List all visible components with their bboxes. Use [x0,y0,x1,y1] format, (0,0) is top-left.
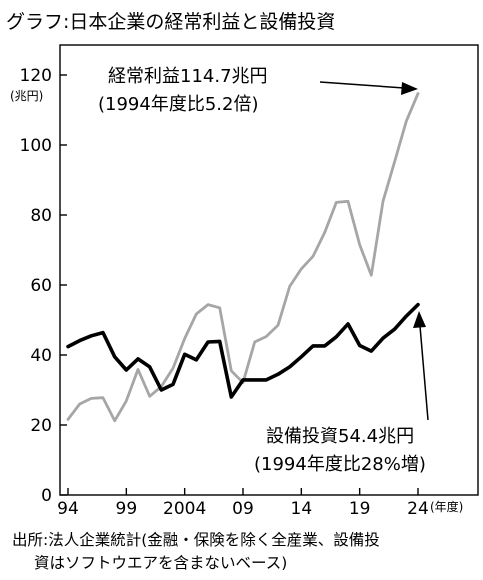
investment-line [66,302,420,399]
x-tick-label: 99 [116,499,138,519]
investment-arrow [419,325,429,421]
chart-title: グラフ:日本企業の経常利益と設備投資 [6,11,335,33]
y-tick-label: 0 [41,486,52,506]
y-tick-label: 80 [30,206,52,226]
investment-arrow-head [413,311,426,328]
x-unit-label: (年度) [430,499,463,514]
investment-annotation-line2: (1994年度比28%増) [254,454,426,475]
y-axis-ticks: 0 20 40 60 80 100 120 [20,66,67,506]
x-tick-label: 24 [407,499,429,519]
plot-frame [59,44,479,496]
y-tick-label: 20 [30,416,52,436]
y-tick-label: 60 [30,276,52,296]
x-axis-ticks: 94 99 2004 09 14 19 24 [57,488,429,519]
x-tick-label: 14 [291,499,313,519]
x-tick-label: 09 [232,499,254,519]
profit-annotation-line1: 経常利益114.7兆円 [108,66,268,87]
x-tick-label: 94 [57,499,79,519]
investment-annotation-line1: 設備投資54.4兆円 [266,426,414,447]
x-tick-label: 2004 [163,499,206,519]
x-tick-label: 19 [349,499,371,519]
profit-line [66,92,420,423]
y-unit-label: (兆円) [10,89,43,103]
series-lines [66,92,420,423]
source-line1: 出所:法人企業統計(金融・保険を除く全産業、設備投 [12,531,380,549]
profit-arrow-head [401,82,418,95]
profit-annotation-line2: (1994年度比5.2倍) [98,94,258,115]
y-tick-label: 120 [20,66,52,86]
source-line2: 資はソフトウエアを含まないベース) [34,554,287,572]
y-tick-label: 40 [30,346,52,366]
profit-arrow [319,81,405,89]
y-tick-label: 100 [20,136,52,156]
